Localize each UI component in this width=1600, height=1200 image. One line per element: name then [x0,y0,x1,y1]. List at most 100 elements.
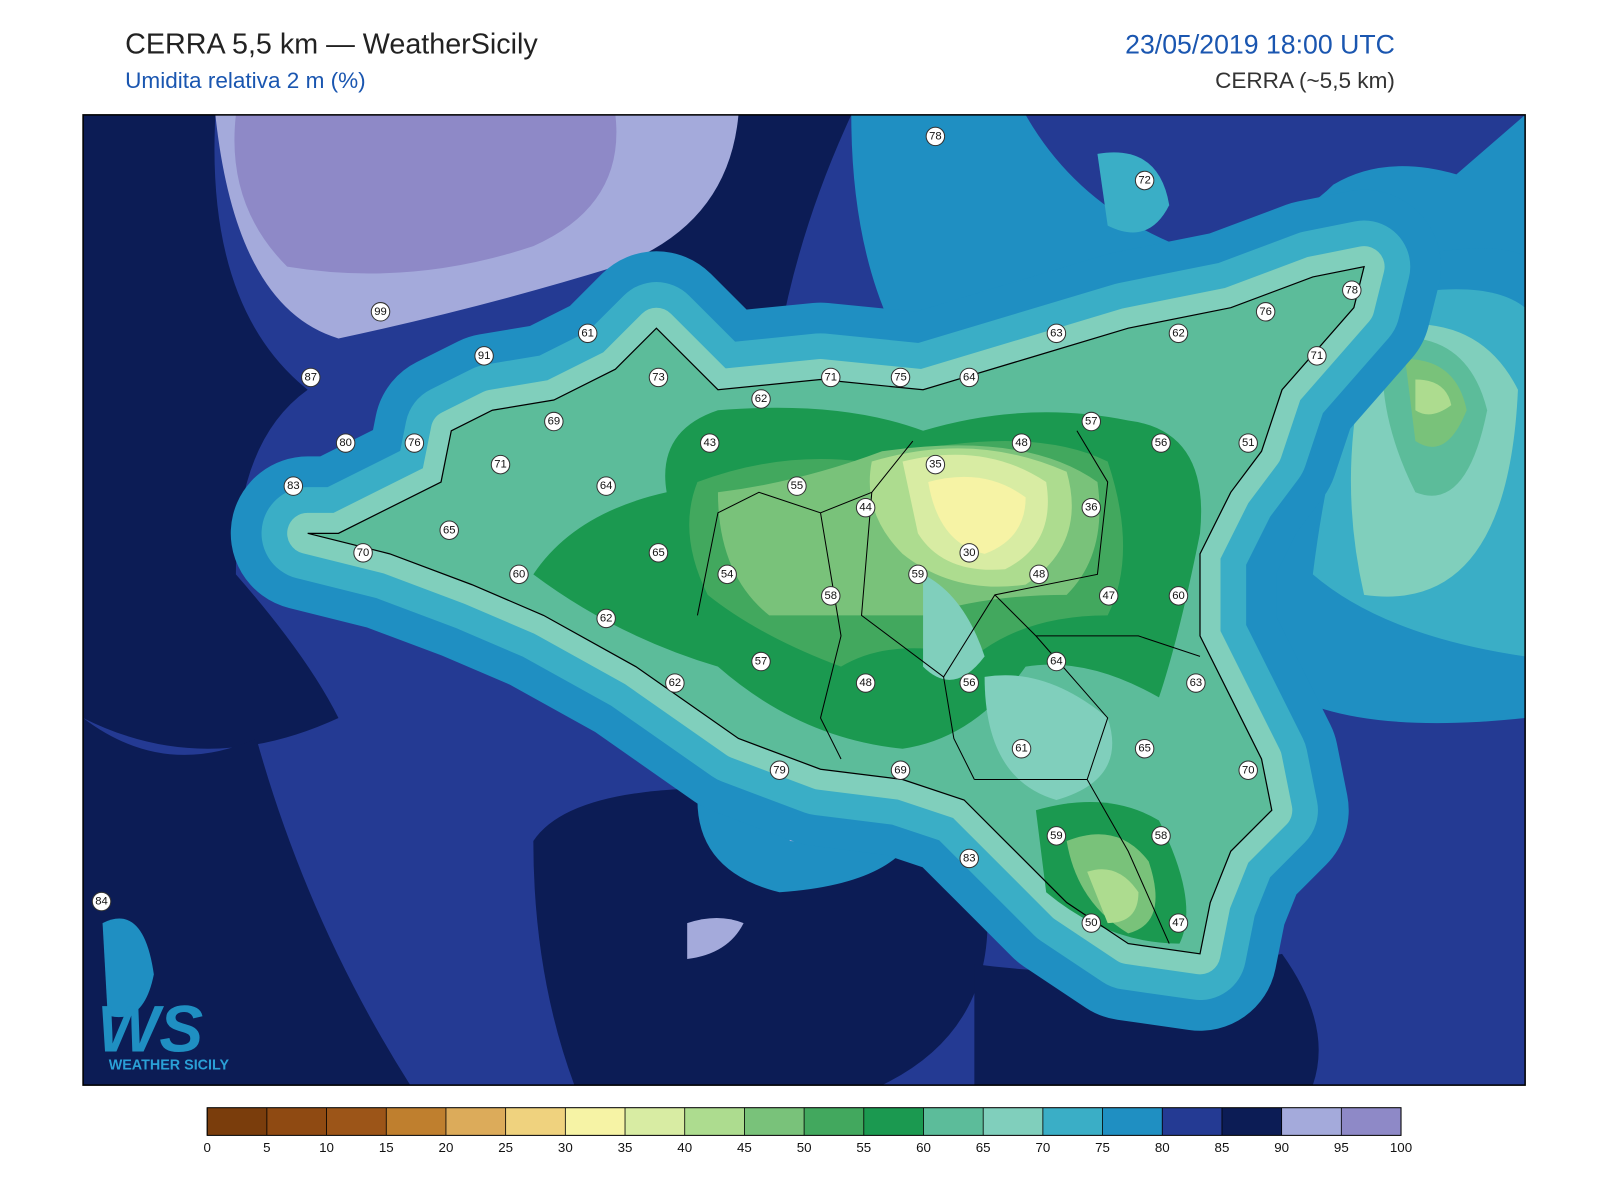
station: 61 [1011,738,1032,759]
colorbar-bin [744,1107,805,1136]
datetime: 23/05/2019 18:00 UTC [1125,29,1395,59]
colorbar-bin [1102,1107,1163,1136]
station: 79 [769,760,790,780]
colorbar-bin [863,1107,924,1136]
station-marker [855,673,876,693]
model: CERRA (~5,5 km) [1215,68,1395,93]
station: 54 [717,564,737,585]
colorbar-bin [983,1107,1043,1136]
station-marker [353,543,373,563]
station-value: 73 [652,371,665,383]
station-marker [283,476,304,496]
colorbar-bin [326,1107,387,1136]
humidity-area [687,917,744,959]
station: 50 [1081,913,1102,933]
humidity-area [83,717,411,1086]
colorbar-bin [1341,1107,1402,1136]
station-value: 56 [1155,437,1168,449]
colorbar-tick-label: 20 [439,1140,454,1155]
station: 70 [1238,760,1258,780]
station: 36 [1081,497,1102,518]
station-value: 80 [339,437,352,449]
map-frame [82,114,1526,1086]
station: 83 [959,848,979,869]
station: 60 [1168,586,1189,606]
station: 61 [577,323,598,344]
station-marker [751,651,771,672]
station-marker [925,126,946,147]
station-value: 83 [287,480,300,492]
station: 48 [1011,433,1032,453]
station-value: 62 [1172,327,1185,339]
station-value: 83 [963,852,976,864]
station-marker [959,543,979,563]
station-marker [1186,673,1206,693]
colorbar-bin [445,1107,506,1136]
station-value: 65 [1138,743,1151,755]
station-value: 56 [963,677,976,689]
station-marker [1081,497,1102,518]
station: 78 [1342,280,1362,300]
station-value: 58 [825,590,838,602]
title: CERRA 5,5 km — WeatherSicily [125,28,538,60]
station-value: 78 [1346,284,1359,296]
station-value: 78 [929,130,942,142]
station-marker [890,367,911,388]
station: 71 [821,367,841,388]
station: 60 [509,564,529,585]
station: 64 [959,367,979,388]
station: 65 [439,520,459,540]
station-value: 84 [95,896,108,908]
station-value: 62 [669,677,682,689]
map: 78 72 99 61 91 87 63 62 76 78 71 73 71 75 64 62 69 80 76 43… [83,114,1526,1086]
colorbar-bin [625,1107,685,1136]
subtitle: Umidita relativa 2 m (%) [125,68,366,93]
station: 64 [596,476,616,496]
station-marker [908,564,928,585]
station: 62 [596,608,616,629]
station-value: 61 [1015,743,1028,755]
station-value: 87 [305,371,318,383]
station: 59 [1046,826,1067,846]
station: 51 [1238,433,1258,453]
station-value: 76 [1259,306,1272,318]
station: 63 [1046,323,1067,344]
station-value: 57 [1085,416,1098,428]
station: 73 [648,367,669,388]
station-marker [821,367,841,388]
station-marker [596,608,616,629]
station-marker [648,543,669,563]
station-marker [91,891,112,912]
colorbar-bin [1162,1107,1222,1136]
station-marker [925,454,946,475]
station: 69 [544,411,564,432]
station-marker [1046,826,1067,846]
colorbar-tick-label: 50 [797,1140,812,1155]
station-marker [1098,586,1119,606]
station-value: 57 [755,656,768,668]
station-value: 35 [929,459,942,471]
station-value: 54 [721,568,734,580]
station-marker [821,586,841,606]
station-marker [1168,586,1189,606]
coastline [307,265,1365,955]
station: 43 [700,433,720,453]
station-marker [1255,302,1276,322]
station-marker [509,564,529,585]
colorbar-tick-label: 90 [1274,1140,1289,1155]
station: 76 [404,433,425,453]
station-marker [301,367,321,388]
station-value: 36 [1085,502,1098,514]
station: 72 [1134,170,1155,191]
colorbar-bin [386,1107,446,1136]
colorbar-tick-label: 65 [976,1140,991,1155]
station-value: 48 [1033,568,1046,580]
humidity-area [923,574,985,680]
station: 55 [787,476,807,496]
colorbar-bin [1221,1107,1282,1136]
station: 59 [908,564,928,585]
station: 70 [353,543,373,563]
station: 58 [1151,826,1171,846]
colorbar-bin [1281,1107,1342,1136]
station-marker [959,367,979,388]
